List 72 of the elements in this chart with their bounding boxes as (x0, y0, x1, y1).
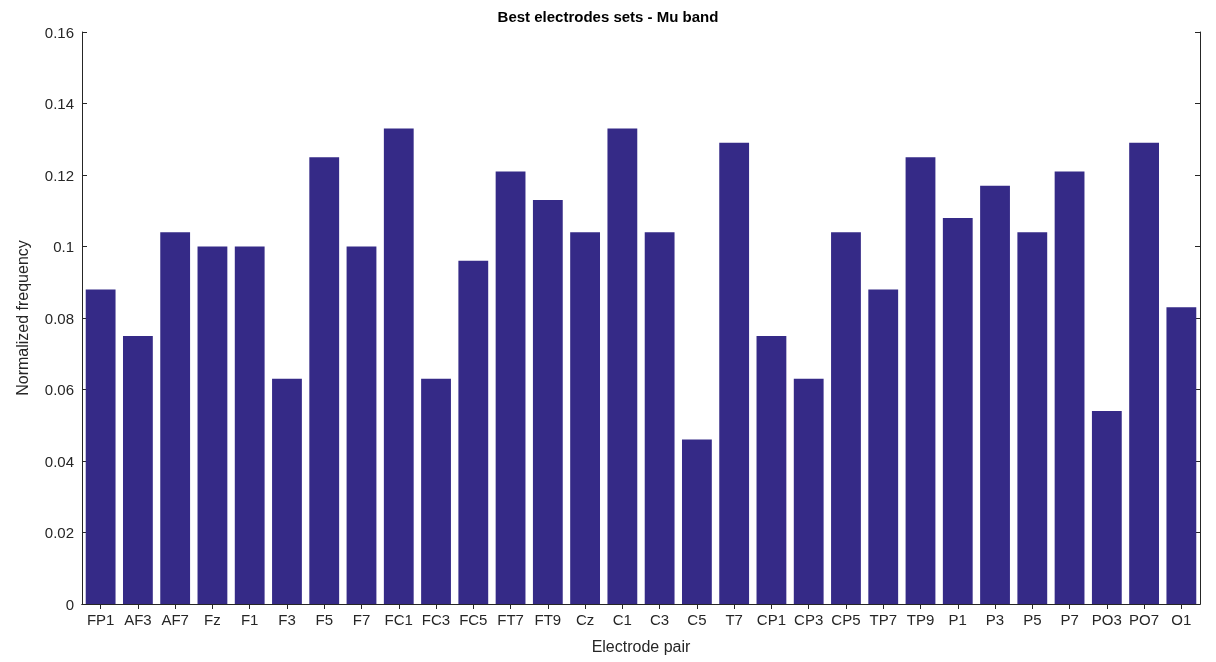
bar (85, 289, 116, 604)
x-tick-label: C1 (612, 611, 632, 628)
x-tick-label: FT7 (497, 611, 524, 628)
x-tick-label: PO3 (1091, 611, 1122, 628)
bar (383, 128, 414, 604)
x-tick-label: AF3 (124, 611, 152, 628)
x-axis-title: Electrode pair (591, 637, 692, 655)
y-tick-label: 0.08 (44, 309, 74, 327)
y-tick-label: 0.16 (44, 23, 74, 41)
y-tick-label: 0.14 (44, 95, 74, 112)
x-tick-label: T7 (725, 611, 743, 628)
x-tick-label: PO7 (1129, 611, 1160, 628)
bar (868, 289, 899, 604)
x-tick-label: TP9 (906, 611, 935, 628)
bar (532, 200, 563, 604)
bar (1091, 410, 1122, 604)
y-tick-label: 0.06 (44, 381, 74, 398)
bar (607, 128, 638, 604)
bar (234, 246, 265, 604)
bar (793, 378, 824, 604)
bar (122, 335, 153, 604)
bar (756, 335, 787, 604)
x-tick-label: Cz (575, 611, 595, 628)
bar (458, 260, 489, 604)
x-tick-label: TP7 (869, 611, 897, 628)
bar (1017, 232, 1048, 604)
bar (495, 171, 526, 604)
bar (831, 232, 861, 604)
x-tick-label: F3 (278, 611, 296, 628)
bar (160, 232, 191, 604)
bar (719, 142, 750, 604)
bar (905, 157, 936, 604)
x-tick-label: F1 (240, 611, 259, 628)
bar (980, 185, 1010, 604)
bar (421, 378, 451, 604)
x-tick-label: FC5 (459, 611, 488, 628)
bar (681, 439, 712, 604)
x-tick-label: CP1 (756, 611, 787, 628)
x-tick-label: O1 (1171, 611, 1192, 628)
x-tick-label: F5 (315, 611, 333, 628)
x-tick-label: F7 (352, 611, 371, 628)
bar (197, 246, 228, 604)
y-tick-label: 0.1 (53, 238, 74, 255)
x-tick-label: P5 (1023, 611, 1042, 628)
x-tick-label: P7 (1060, 611, 1079, 628)
y-tick-label: 0.12 (44, 166, 74, 184)
x-tick-label: P3 (985, 611, 1005, 628)
y-tick-label: 0 (65, 595, 74, 613)
bar (1129, 142, 1160, 604)
x-tick-label: CP3 (794, 611, 824, 628)
y-tick-label: 0.02 (44, 524, 74, 541)
y-axis-title: Normalized frequency (13, 240, 31, 396)
y-tick-label: 0.04 (44, 452, 74, 470)
x-tick-label: FC3 (421, 611, 451, 628)
bar (309, 157, 340, 604)
bar (1166, 307, 1197, 604)
x-tick-label: FC1 (384, 611, 413, 628)
bar (346, 246, 377, 604)
bar (570, 232, 601, 604)
x-tick-label: Fz (204, 611, 221, 628)
bar (942, 217, 973, 604)
x-tick-label: P1 (948, 611, 967, 628)
x-tick-label: FT9 (534, 611, 562, 628)
x-tick-label: C5 (687, 611, 707, 628)
x-tick-label: AF7 (161, 611, 189, 628)
x-tick-label: FP1 (86, 611, 115, 628)
x-tick-label: C3 (650, 611, 670, 628)
bar (1054, 171, 1085, 604)
x-tick-label: CP5 (831, 611, 861, 628)
chart-title: Best electrodes sets - Mu band (497, 8, 719, 25)
bar (644, 232, 675, 604)
bar (272, 378, 302, 604)
